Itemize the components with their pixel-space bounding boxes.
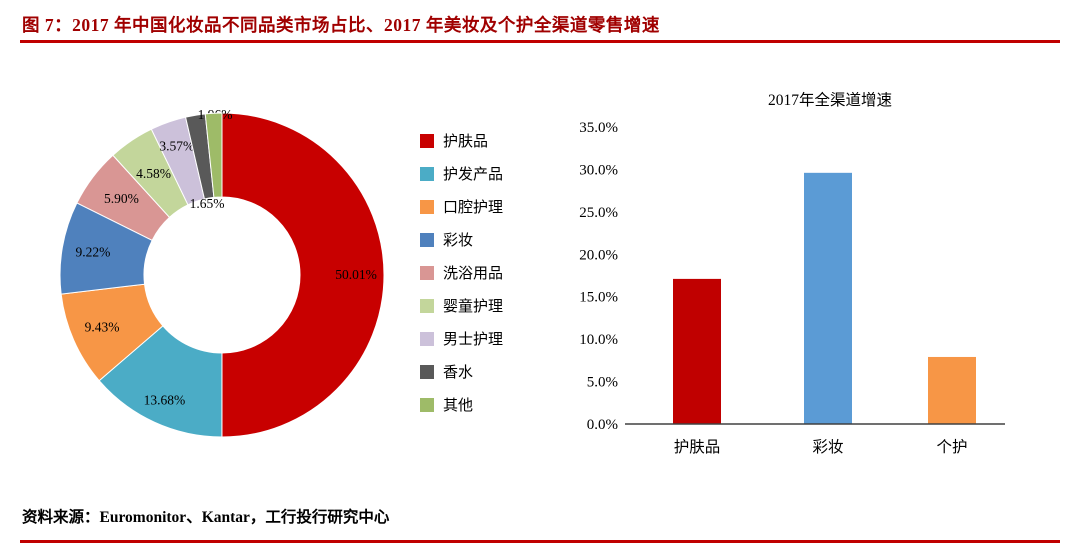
bar-1 — [804, 172, 852, 424]
legend-label-6: 男士护理 — [443, 332, 504, 348]
pie-value-label-0: 50.01% — [335, 267, 377, 282]
legend-label-3: 彩妆 — [443, 233, 474, 249]
source-note: 资料来源：Euromonitor、Kantar，工行投行研究中心 — [22, 509, 390, 526]
legend-swatch-8 — [420, 397, 434, 412]
y-tick-label-6: 30.0% — [579, 162, 618, 178]
legend-item-8: 其他 — [420, 394, 503, 415]
bottom-rule — [20, 540, 1060, 543]
pie-value-label-8: 1.65% — [190, 196, 225, 211]
y-tick-label-5: 25.0% — [579, 205, 618, 221]
bar-0 — [673, 278, 721, 424]
bar-chart-title: 2017年全渠道增速 — [767, 92, 892, 109]
legend-swatch-3 — [420, 232, 434, 247]
legend-swatch-4 — [420, 265, 434, 280]
legend-item-1: 护发产品 — [420, 163, 503, 184]
legend-item-5: 婴童护理 — [420, 295, 503, 316]
legend-item-6: 男士护理 — [420, 328, 503, 349]
x-category-label-1: 彩妆 — [812, 438, 843, 456]
y-tick-label-3: 15.0% — [579, 290, 618, 306]
donut-chart: 50.01%13.68%9.43%9.22%5.90%4.58%3.57%1.9… — [59, 107, 385, 438]
legend-label-5: 婴童护理 — [443, 299, 504, 315]
pie-legend: 护肤品护发产品口腔护理彩妆洗浴用品婴童护理男士护理香水其他 — [420, 130, 503, 427]
legend-label-8: 其他 — [443, 398, 474, 414]
legend-item-0: 护肤品 — [420, 130, 503, 151]
x-category-label-0: 护肤品 — [674, 438, 721, 456]
legend-swatch-1 — [420, 166, 434, 181]
legend-label-4: 洗浴用品 — [443, 266, 504, 282]
legend-label-2: 口腔护理 — [443, 200, 504, 216]
pie-value-label-1: 13.68% — [144, 392, 186, 407]
bar-2 — [928, 356, 976, 424]
pie-value-label-4: 5.90% — [104, 191, 139, 206]
pie-slice-8 — [204, 112, 223, 198]
legend-label-0: 护肤品 — [443, 134, 489, 150]
y-tick-label-2: 10.0% — [579, 332, 618, 348]
legend-swatch-0 — [420, 133, 434, 148]
legend-item-3: 彩妆 — [420, 229, 503, 250]
legend-swatch-2 — [420, 199, 434, 214]
legend-swatch-5 — [420, 298, 434, 313]
legend-item-4: 洗浴用品 — [420, 262, 503, 283]
y-tick-label-0: 0.0% — [587, 417, 618, 433]
top-rule — [20, 40, 1060, 43]
x-category-label-2: 个护 — [936, 438, 967, 456]
y-tick-label-7: 35.0% — [579, 120, 618, 136]
y-tick-label-1: 5.0% — [587, 375, 618, 391]
pie-value-label-5: 4.58% — [136, 166, 171, 181]
y-tick-label-4: 20.0% — [579, 247, 618, 263]
pie-value-label-2: 9.43% — [85, 320, 120, 335]
pie-value-label-6: 3.57% — [159, 139, 194, 154]
legend-label-7: 香水 — [443, 365, 474, 381]
pie-value-label-3: 9.22% — [75, 245, 110, 260]
legend-item-2: 口腔护理 — [420, 196, 503, 217]
legend-item-7: 香水 — [420, 361, 503, 382]
legend-swatch-6 — [420, 331, 434, 346]
pie-slice-0 — [221, 112, 385, 438]
legend-label-1: 护发产品 — [443, 167, 504, 183]
legend-swatch-7 — [420, 364, 434, 379]
bar-chart: 0.0% 5.0% 10.0% 15.0% 20.0% 25.0% 30.0% 35.0% 护肤… — [579, 120, 1005, 456]
figure-title: 图 7：2017 年中国化妆品不同品类市场占比、2017 年美妆及个护全渠道零售… — [22, 15, 660, 35]
